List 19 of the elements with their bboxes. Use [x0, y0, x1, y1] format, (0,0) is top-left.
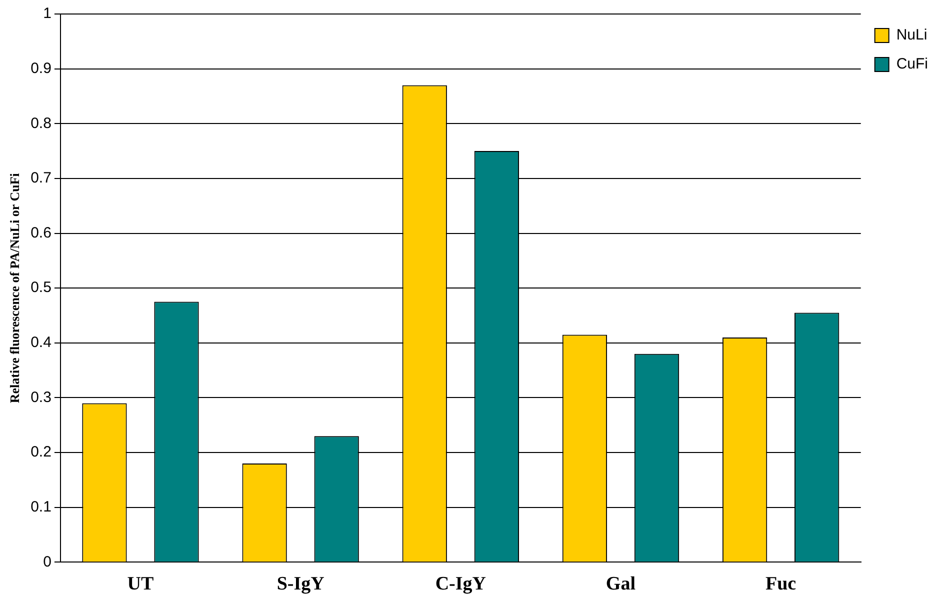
y-tick-label: 0.1 — [30, 498, 52, 516]
y-tick-label: 0.6 — [30, 224, 52, 242]
x-tick-label: C-IgY — [435, 574, 486, 595]
y-tick-label: 0.9 — [30, 60, 52, 77]
legend-label: CuFi — [896, 56, 928, 73]
y-tick-label: 0.5 — [30, 279, 52, 296]
y-axis-title: Relative fluorescence of PA/NuLi or CuFi — [7, 172, 22, 404]
y-tick-label: 1 — [43, 5, 52, 22]
y-tick-label: 0 — [43, 553, 52, 570]
y-tick-label: 0.7 — [30, 170, 52, 187]
legend-label: NuLi — [896, 26, 928, 44]
y-tick-label: 0.8 — [30, 114, 52, 132]
y-tick-label: 0.4 — [30, 334, 52, 352]
x-tick-label: UT — [127, 574, 154, 595]
y-tick-label: 0.2 — [30, 444, 52, 461]
y-tick-label: 0.3 — [30, 388, 52, 406]
x-tick-label: Fuc — [765, 574, 796, 595]
x-tick-label: S-IgY — [276, 574, 325, 595]
x-tick-label: Gal — [606, 574, 636, 595]
